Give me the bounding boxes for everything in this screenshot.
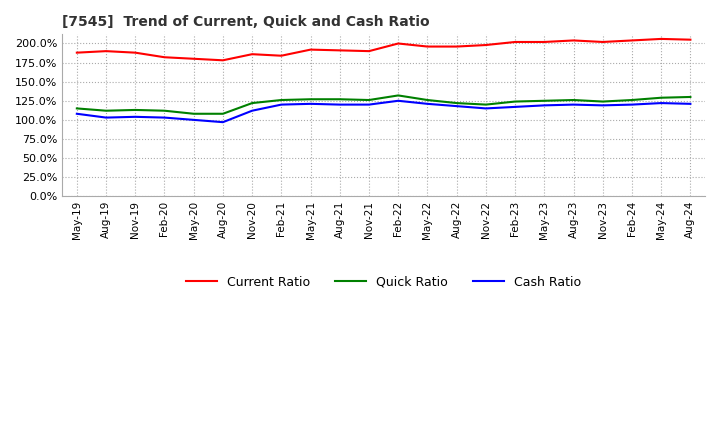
Current Ratio (598, 39, 607, 44)
Line: Cash Ratio: Cash Ratio (77, 101, 690, 122)
Cash Ratio (570, 102, 578, 107)
Current Ratio (452, 44, 461, 49)
Cash Ratio (336, 102, 344, 107)
Quick Ratio (73, 106, 81, 111)
Quick Ratio (365, 97, 374, 103)
Cash Ratio (540, 103, 549, 108)
Cash Ratio (248, 108, 256, 114)
Current Ratio (482, 42, 490, 48)
Current Ratio (336, 48, 344, 53)
Cash Ratio (628, 102, 636, 107)
Line: Current Ratio: Current Ratio (77, 39, 690, 60)
Cash Ratio (131, 114, 140, 120)
Quick Ratio (540, 98, 549, 103)
Quick Ratio (131, 107, 140, 113)
Cash Ratio (277, 102, 286, 107)
Quick Ratio (160, 108, 168, 114)
Current Ratio (160, 55, 168, 60)
Cash Ratio (219, 120, 228, 125)
Current Ratio (219, 58, 228, 63)
Current Ratio (131, 50, 140, 55)
Current Ratio (570, 38, 578, 43)
Quick Ratio (423, 97, 432, 103)
Quick Ratio (336, 97, 344, 102)
Quick Ratio (628, 97, 636, 103)
Cash Ratio (73, 111, 81, 117)
Quick Ratio (189, 111, 198, 117)
Quick Ratio (657, 95, 665, 100)
Cash Ratio (189, 117, 198, 122)
Cash Ratio (452, 103, 461, 109)
Text: [7545]  Trend of Current, Quick and Cash Ratio: [7545] Trend of Current, Quick and Cash … (62, 15, 430, 29)
Current Ratio (510, 39, 519, 44)
Current Ratio (277, 53, 286, 59)
Current Ratio (394, 41, 402, 46)
Cash Ratio (686, 101, 695, 106)
Quick Ratio (248, 100, 256, 106)
Current Ratio (189, 56, 198, 62)
Cash Ratio (423, 101, 432, 106)
Current Ratio (365, 48, 374, 54)
Current Ratio (248, 51, 256, 57)
Legend: Current Ratio, Quick Ratio, Cash Ratio: Current Ratio, Quick Ratio, Cash Ratio (181, 271, 587, 293)
Cash Ratio (598, 103, 607, 108)
Cash Ratio (102, 115, 110, 120)
Current Ratio (540, 39, 549, 44)
Current Ratio (306, 47, 315, 52)
Cash Ratio (510, 104, 519, 110)
Cash Ratio (394, 98, 402, 103)
Cash Ratio (306, 101, 315, 106)
Cash Ratio (160, 115, 168, 120)
Current Ratio (423, 44, 432, 49)
Cash Ratio (657, 100, 665, 106)
Quick Ratio (219, 111, 228, 117)
Cash Ratio (482, 106, 490, 111)
Current Ratio (628, 38, 636, 43)
Quick Ratio (598, 99, 607, 104)
Current Ratio (102, 48, 110, 54)
Quick Ratio (306, 97, 315, 102)
Quick Ratio (510, 99, 519, 104)
Current Ratio (73, 50, 81, 55)
Quick Ratio (394, 93, 402, 98)
Current Ratio (686, 37, 695, 42)
Quick Ratio (482, 102, 490, 107)
Quick Ratio (102, 108, 110, 114)
Cash Ratio (365, 102, 374, 107)
Quick Ratio (686, 94, 695, 99)
Quick Ratio (277, 97, 286, 103)
Quick Ratio (452, 100, 461, 106)
Quick Ratio (570, 97, 578, 103)
Current Ratio (657, 36, 665, 41)
Line: Quick Ratio: Quick Ratio (77, 95, 690, 114)
